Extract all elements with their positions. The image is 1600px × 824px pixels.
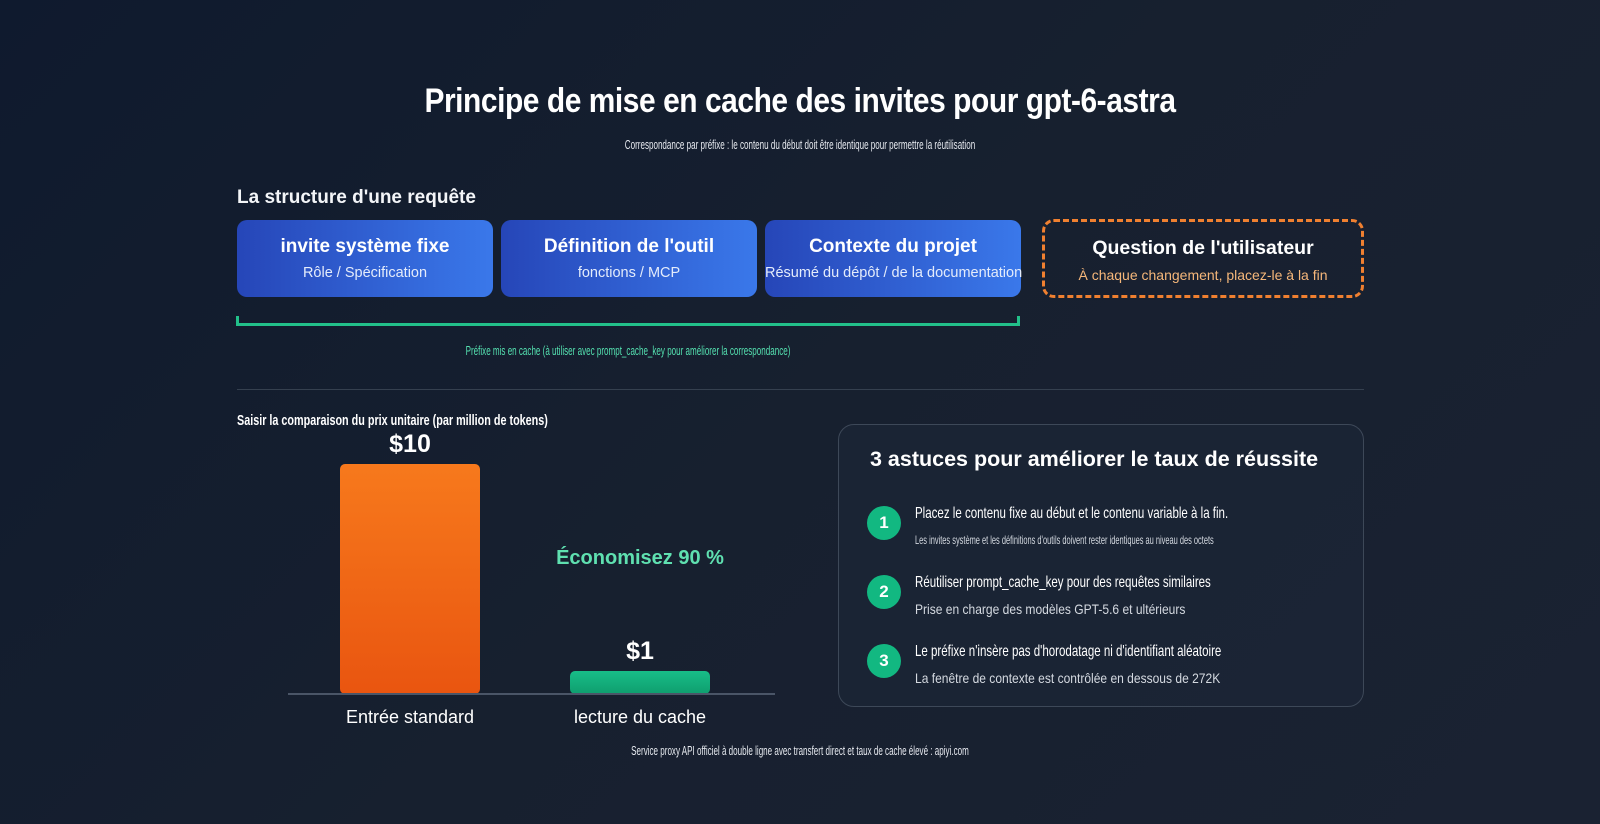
tips-panel: [838, 424, 1364, 707]
prefix-bracket: [236, 316, 1020, 326]
block-subtitle: fonctions / MCP: [577, 265, 681, 281]
page-subtitle: Correspondance par préfixe : le contenu …: [624, 137, 976, 152]
tip-title: Réutiliser prompt_cache_key pour des req…: [915, 574, 1211, 591]
tip-subtitle: Les invites système et les définitions d…: [915, 533, 1214, 547]
block-title: Contexte du projet: [809, 236, 977, 257]
savings-annotation: Économisez 90 %: [556, 547, 724, 569]
block-user-question: Question de l'utilisateur À chaque chang…: [1042, 219, 1364, 298]
tip-number-badge: 2: [867, 575, 901, 609]
tips-title: 3 astuces pour améliorer le taux de réus…: [870, 447, 1319, 471]
block-subtitle: Résumé du dépôt / de la documentation: [765, 265, 1023, 281]
structure-label: La structure d'une requête: [237, 187, 476, 208]
chart-title: Saisir la comparaison du prix unitaire (…: [237, 412, 548, 429]
bar-value-label: $1: [626, 637, 654, 665]
block-tool-definition: Définition de l'outil fonctions / MCP: [501, 220, 757, 297]
bar-standard-input: [340, 464, 480, 694]
block-subtitle: À chaque changement, placez-le à la fin: [1078, 267, 1328, 283]
block-system-prompt: invite système fixe Rôle / Spécification: [237, 220, 493, 297]
block-subtitle: Rôle / Spécification: [302, 265, 428, 281]
block-title: invite système fixe: [280, 236, 450, 257]
section-divider: [237, 389, 1364, 390]
footer-note: Service proxy API officiel à double lign…: [631, 743, 969, 758]
bar-value-label: $10: [389, 430, 431, 458]
block-title: Question de l'utilisateur: [1092, 237, 1314, 259]
tip-subtitle: La fenêtre de contexte est contrôlée en …: [915, 670, 1221, 686]
block-project-context: Contexte du projet Résumé du dépôt / de …: [765, 220, 1023, 297]
tip-number-badge: 1: [867, 506, 901, 540]
page-title: Principe de mise en cache des invites po…: [424, 82, 1176, 120]
bar-category-label: Entrée standard: [346, 707, 474, 727]
prefix-label: Préfixe mis en cache (à utiliser avec pr…: [465, 343, 791, 358]
block-title: Définition de l'outil: [543, 236, 715, 257]
bar-category-label: lecture du cache: [574, 707, 706, 727]
bar-cache-read: [570, 671, 710, 694]
tip-title: Le préfixe n'insère pas d'horodatage ni …: [915, 643, 1222, 660]
tip-number-badge: 3: [867, 644, 901, 678]
tip-subtitle: Prise en charge des modèles GPT-5.6 et u…: [915, 601, 1186, 617]
tip-title: Placez le contenu fixe au début et le co…: [915, 505, 1229, 522]
